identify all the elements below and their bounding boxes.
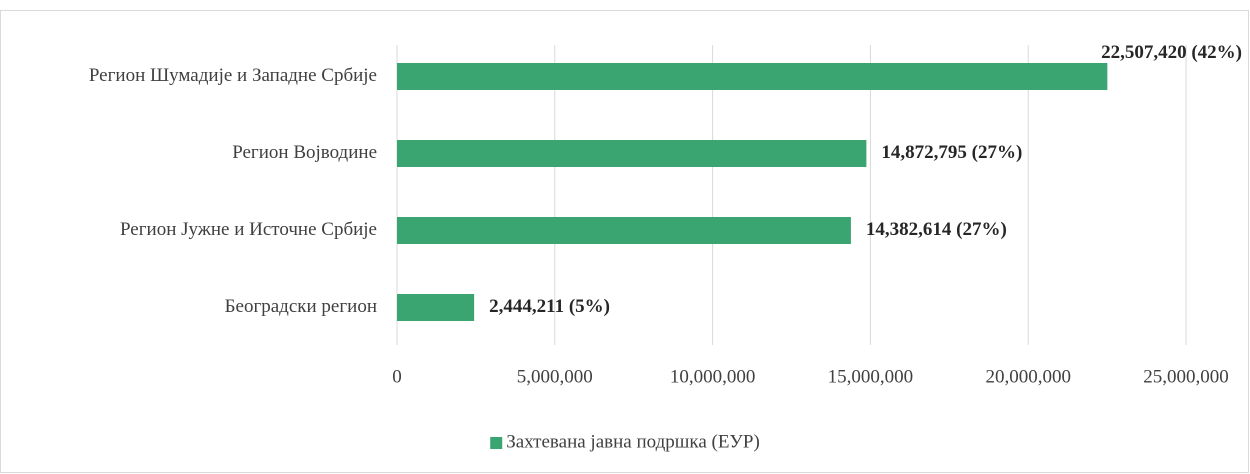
bar (397, 294, 475, 321)
y-tick-label: Регион Војводине (232, 142, 377, 163)
y-tick-label: Регион Шумадије и Западне Србије (89, 65, 377, 86)
bar (397, 63, 1108, 90)
value-label: 2,444,211 (5%) (489, 296, 610, 317)
y-tick-label: Регион Јужне и Источне Србије (120, 219, 377, 240)
bar (397, 217, 851, 244)
x-tick-label: 0 (392, 366, 402, 387)
legend-label: Захтевана јавна подршка (ЕУР) (506, 431, 760, 452)
x-tick-label: 20,000,000 (985, 366, 1071, 387)
value-label: 14,872,795 (27%) (881, 142, 1022, 163)
value-label: 22,507,420 (42%) (1101, 42, 1242, 63)
bar (397, 140, 867, 167)
value-label: 14,382,614 (27%) (866, 219, 1007, 240)
x-tick-label: 10,000,000 (670, 366, 756, 387)
y-tick-label: Београдски регион (225, 296, 377, 317)
x-tick-label: 15,000,000 (828, 366, 914, 387)
x-tick-label: 25,000,000 (1143, 366, 1229, 387)
x-tick-label: 5,000,000 (517, 366, 593, 387)
legend-swatch (490, 437, 503, 449)
